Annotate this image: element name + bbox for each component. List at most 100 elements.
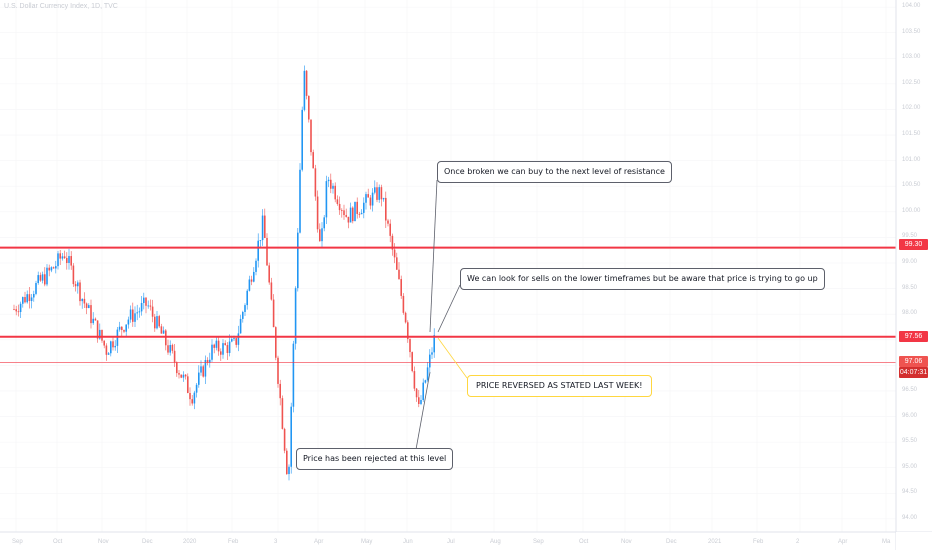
candle-up (156, 316, 158, 329)
candle-up (129, 309, 132, 320)
x-tick-label: Dec (666, 539, 677, 545)
candle-down (154, 316, 156, 329)
candle-up (35, 282, 37, 294)
candle-down (334, 185, 336, 200)
x-tick-label: Sep (12, 539, 23, 545)
candle-up (301, 109, 303, 170)
x-tick-label: Oct (53, 539, 63, 545)
candle-down (235, 338, 237, 345)
candle-down (187, 376, 189, 393)
candle-down (268, 265, 270, 283)
candle-down (224, 343, 226, 346)
annotation-connectors (414, 179, 468, 456)
candle-up (162, 330, 165, 334)
candle-down (336, 199, 339, 204)
annotation-break[interactable]: Once broken we can buy to the next level… (437, 161, 672, 183)
candle-down (319, 229, 321, 242)
connector-sells (437, 284, 461, 333)
price-label-countdown: 04:07:31 (899, 367, 928, 378)
y-tick-label: 99.00 (902, 259, 918, 265)
candle-down (44, 274, 46, 285)
annotation-sells[interactable]: We can look for sells on the lower timef… (460, 268, 825, 290)
candle-up (193, 392, 196, 404)
candle-up (134, 313, 136, 322)
candle-up (244, 305, 246, 312)
candle-down (391, 235, 394, 250)
candle-down (270, 282, 273, 300)
x-tick-label: Feb (753, 539, 764, 545)
candle-up (255, 260, 257, 272)
candle-down (165, 330, 167, 346)
candle-up (292, 343, 295, 407)
candle-up (321, 228, 323, 242)
candle-up (57, 253, 59, 267)
candle-up (204, 359, 207, 377)
candle-up (138, 311, 141, 313)
candle-down (356, 201, 358, 214)
candle-up (237, 333, 240, 345)
candle-down (63, 256, 66, 259)
annotation-rejected[interactable]: Price has been rejected at this level (296, 448, 454, 470)
y-tick-label: 95.00 (902, 463, 918, 470)
candle-down (13, 309, 15, 310)
candle-up (424, 380, 427, 383)
candle-down (393, 249, 396, 258)
price-label-last: 97.06 (899, 356, 928, 367)
candle-down (15, 309, 17, 312)
candle-down (213, 344, 215, 348)
price-label-lower: 97.56 (899, 331, 928, 342)
candle-down (145, 297, 147, 306)
candle-up (231, 339, 233, 342)
candle-down (411, 352, 413, 372)
candle-up (30, 297, 33, 302)
y-tick-label: 104.00 (902, 3, 921, 10)
candle-down (24, 297, 26, 303)
candle-down (151, 306, 154, 317)
candle-down (70, 256, 72, 266)
y-tick-label: 98.00 (902, 310, 918, 317)
candle-down (400, 279, 402, 296)
candle-down (94, 318, 97, 321)
candle-up (246, 290, 248, 306)
candle-up (371, 192, 374, 206)
x-tick-label: Nov (98, 539, 109, 545)
candle-down (112, 341, 114, 348)
y-tick-label: 94.50 (902, 489, 918, 496)
candle-up (378, 187, 380, 200)
axis-corner (896, 532, 932, 550)
candle-down (272, 299, 275, 328)
y-tick-label: 94.00 (902, 514, 918, 521)
candle-up (19, 303, 22, 313)
candle-down (217, 340, 220, 352)
y-tick-label: 102.50 (902, 79, 921, 86)
candle-up (110, 341, 112, 354)
candle-up (222, 343, 224, 355)
x-tick-label: Sep (533, 539, 544, 545)
candle-up (143, 297, 145, 304)
candle-down (171, 344, 174, 351)
candle-down (105, 345, 108, 355)
candle-up (297, 232, 299, 289)
candle-down (103, 340, 105, 346)
price-label-upper: 99.30 (899, 239, 928, 250)
candle-down (330, 179, 332, 189)
candle-down (167, 345, 169, 353)
candle-up (363, 202, 365, 213)
x-tick-label: Jul (447, 539, 455, 545)
candle-down (389, 223, 391, 236)
annotation-reversed[interactable]: PRICE REVERSED AS STATED LAST WEEK! (467, 375, 652, 397)
x-tick-label: Ma (882, 539, 891, 545)
candle-up (37, 275, 39, 283)
candle-down (316, 196, 319, 230)
candle-up (242, 311, 244, 319)
x-tick-label: Aug (490, 539, 501, 545)
candle-down (283, 428, 286, 451)
candle-up (374, 187, 376, 193)
candle-down (160, 326, 163, 334)
candle-up (136, 312, 138, 314)
candle-down (367, 194, 369, 198)
y-tick-label: 100.50 (902, 182, 921, 189)
x-tick-label: Oct (579, 539, 589, 545)
candle-down (279, 383, 281, 399)
